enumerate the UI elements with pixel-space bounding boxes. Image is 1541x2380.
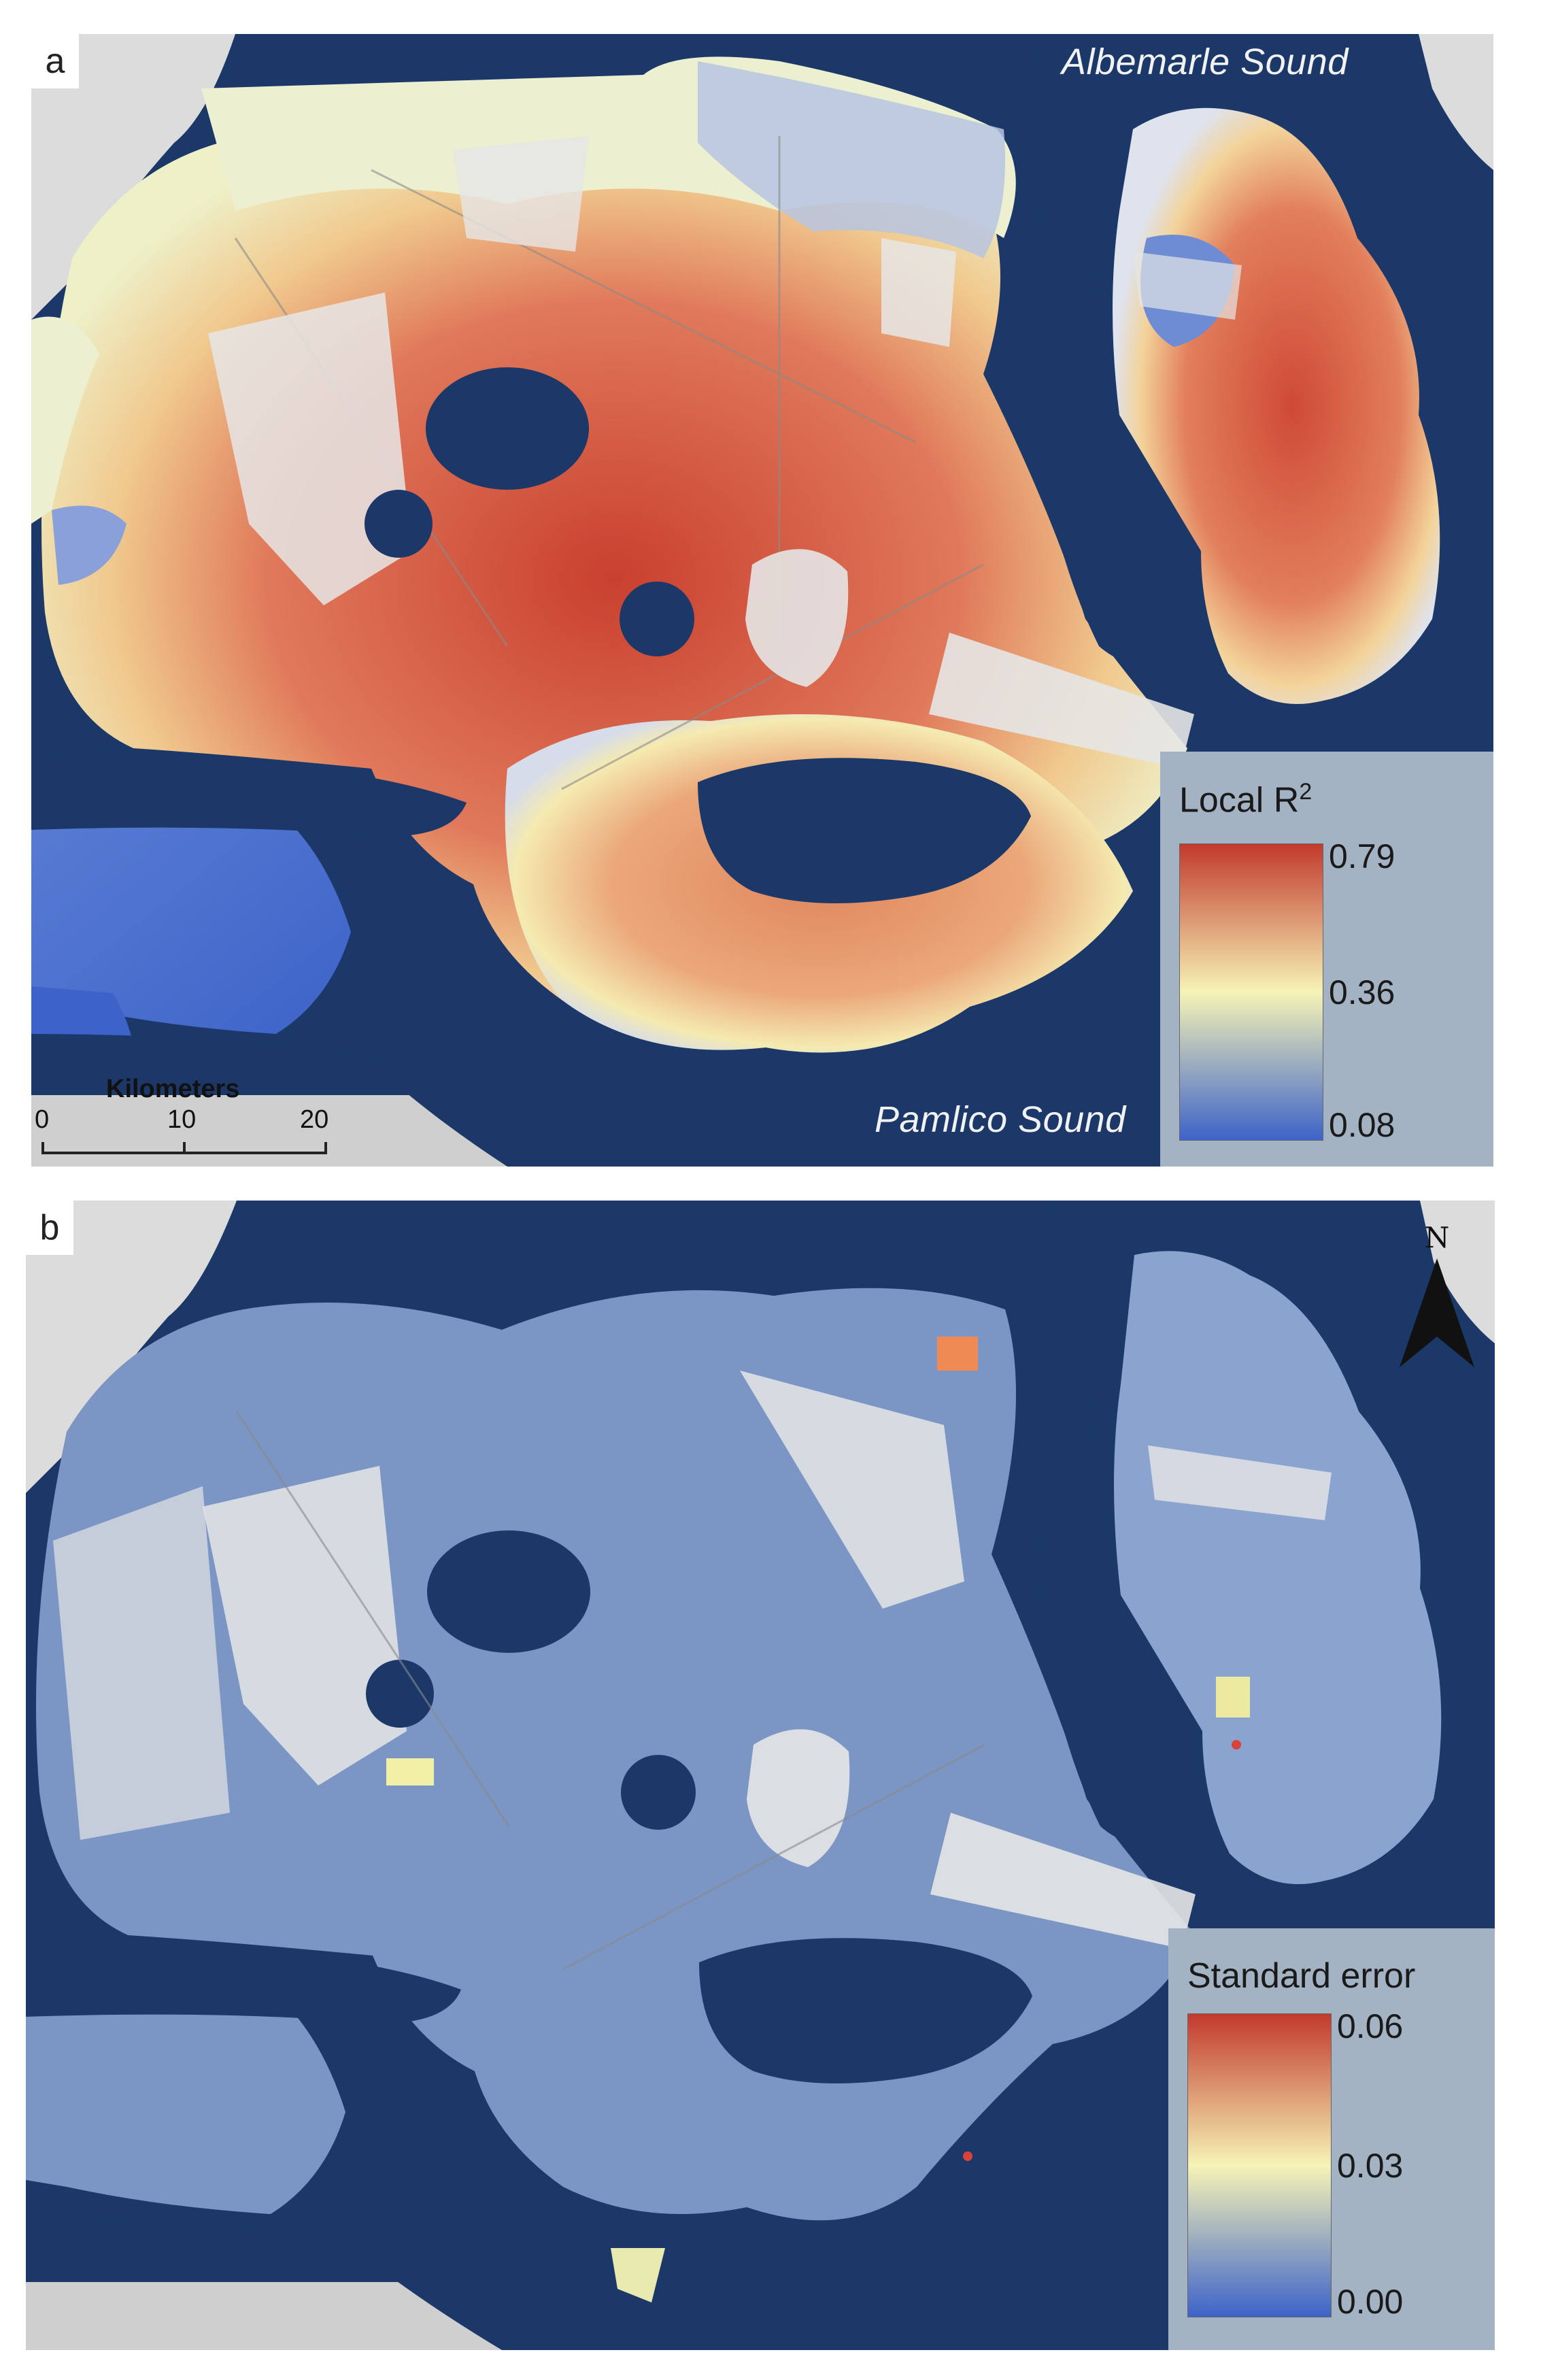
pungo-lake [365,490,433,558]
standard-error-map [26,1201,1495,2350]
scale-tick-0: 0 [35,1105,50,1134]
legend-tick-max: 0.79 [1329,837,1395,875]
local-r2-map [31,34,1493,1167]
grey-parcel [208,292,412,605]
panel-letter-a: a [31,34,79,88]
channel-south [31,1034,439,1095]
grey-parcel [203,1466,407,1786]
grey-parcel [930,1813,1196,1949]
pamlico-sound-label: Pamlico Sound [875,1099,1126,1140]
scale-bar-title: Kilometers [106,1075,240,1103]
scale-bar: Kilometers 0 10 20 [31,1071,337,1167]
mainland-northeast [1419,34,1493,170]
north-arrow-letter: N [1424,1221,1450,1254]
scale-bar-line [41,1142,327,1154]
albemarle-sound-label: Albemarle Sound [1062,41,1349,82]
lake-phelps [426,367,589,490]
legend-title: Local R2 [1179,779,1312,820]
study-area-southwest [26,1956,345,2214]
panel-letter-b: b [26,1201,73,1255]
lake-phelps [427,1530,590,1653]
legend-tick-max: 0.06 [1337,2007,1404,2045]
study-area-west-band [31,316,99,524]
pungo-lake [366,1660,434,1728]
channel-south-west [26,1937,461,2024]
grey-parcel [881,238,956,347]
study-area-southwest-blue [31,775,351,1034]
channel-south-west [31,750,467,837]
grey-parcel [1133,252,1242,320]
study-area-west-blue [52,505,126,585]
grey-parcel [929,633,1194,769]
road-network [235,1411,985,1971]
standard-error-legend: Standard error 0.06 0.03 0.00 [1168,1928,1495,2350]
lake-mattamuskeet [698,758,1031,903]
north-arrow-icon [1400,1258,1474,1367]
legend-title-superscript: 2 [1299,779,1313,805]
local-r2-map-panel: a Albemarle Sound Pamlico Sound Local R2… [31,34,1493,1167]
high-error-point [1232,1740,1241,1749]
standard-error-map-panel: b N Standard error 0.06 0.03 0.00 [26,1201,1495,2350]
legend-color-ramp [1179,843,1323,1141]
study-area-northeast-blue [698,61,1005,258]
legend-tick-mid: 0.03 [1337,2147,1404,2185]
channel-east [1032,34,1187,664]
mainland-south [26,2262,502,2350]
local-r2-legend: Local R2 0.79 0.36 0.08 [1160,752,1493,1167]
channel-south [26,2221,434,2282]
scale-tick-10: 10 [167,1105,197,1134]
lake-small [621,1755,696,1830]
grey-parcel [53,1486,230,1840]
grey-parcel [740,1371,964,1609]
high-error-patch [937,1337,978,1371]
grey-parcel [745,549,849,687]
scale-tick-20: 20 [300,1105,329,1134]
moderate-error-patch [611,2248,665,2302]
legend-title-text: Local R [1179,780,1300,820]
legend-tick-min: 0.08 [1329,1106,1395,1144]
channel-east [1034,1201,1189,1844]
legend-tick-min: 0.00 [1337,2283,1404,2321]
legend-title: Standard error [1187,1956,1416,1996]
north-arrow: N [1396,1221,1478,1384]
grey-parcel [453,136,589,252]
mainland-northeast [1420,1201,1495,1343]
legend-tick-mid: 0.36 [1329,973,1395,1011]
high-error-point [963,2151,972,2161]
moderate-error-patch [386,1758,434,1786]
lake-small [620,582,694,656]
study-area-east-peninsula [1114,1251,1442,1884]
lake-mattamuskeet [699,1938,1032,2083]
moderate-error-patch [1216,1677,1250,1717]
grey-parcel [1148,1445,1332,1520]
grey-parcel [747,1729,850,1867]
legend-color-ramp [1187,2013,1332,2317]
